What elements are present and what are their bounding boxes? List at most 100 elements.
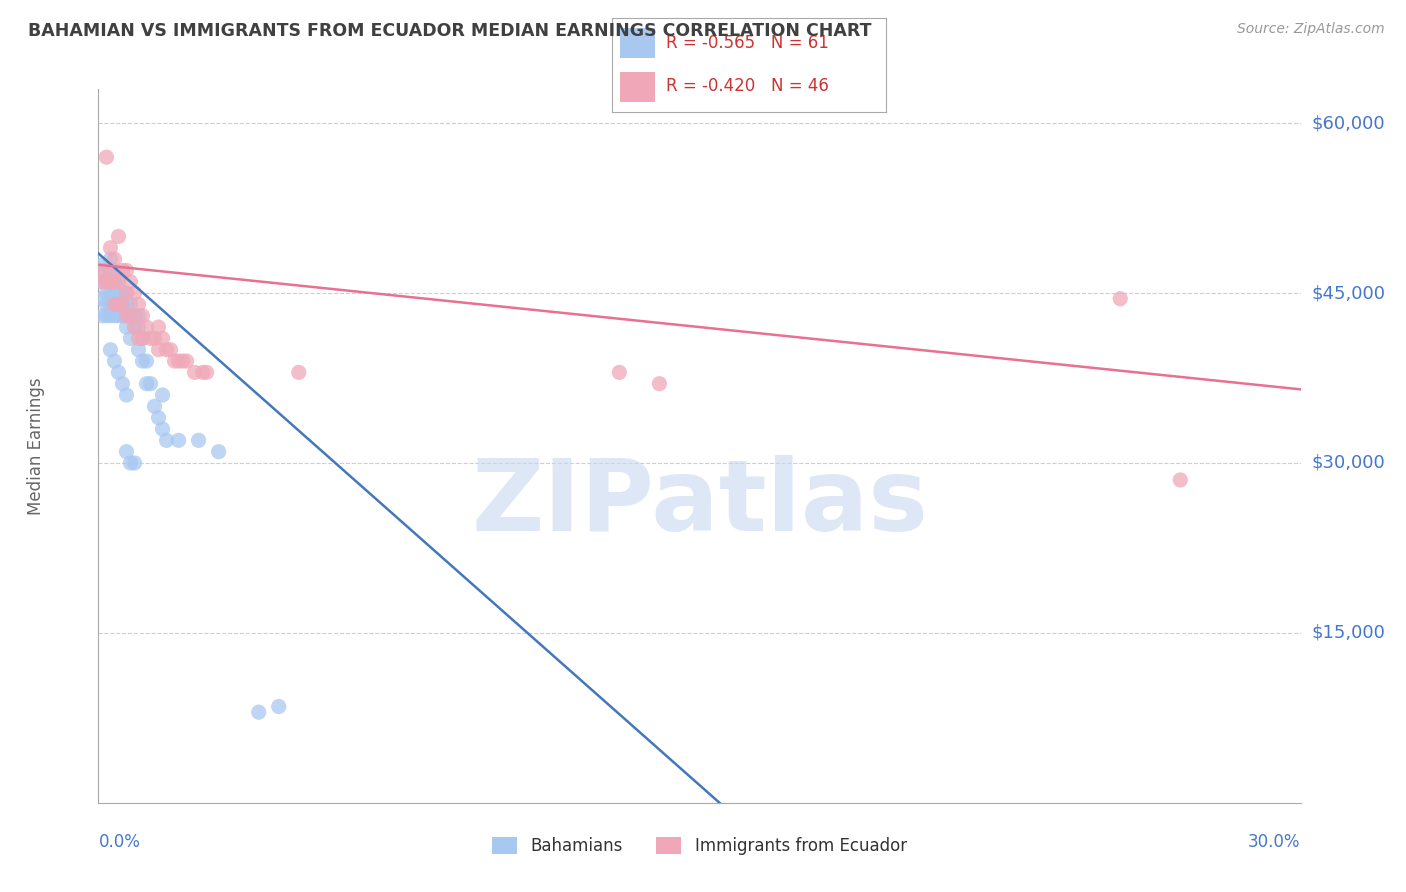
Point: [115, 320, 138, 334]
Point: [159, 343, 181, 357]
Text: $15,000: $15,000: [1312, 624, 1385, 642]
Point: [96, 150, 118, 164]
Point: [100, 286, 122, 301]
Point: [115, 286, 138, 301]
Point: [100, 263, 122, 277]
Point: [143, 400, 166, 414]
Point: [91, 292, 114, 306]
Point: [120, 456, 142, 470]
Point: [103, 263, 125, 277]
Point: [128, 331, 150, 345]
Point: [152, 422, 174, 436]
Point: [139, 331, 162, 345]
Point: [91, 275, 114, 289]
Point: [100, 343, 122, 357]
Point: [115, 388, 138, 402]
Point: [124, 320, 146, 334]
Point: [120, 309, 142, 323]
Point: [115, 297, 138, 311]
Point: [183, 365, 205, 379]
Point: [163, 354, 186, 368]
Point: [131, 309, 153, 323]
Text: ZIPatlas: ZIPatlas: [471, 455, 928, 551]
Bar: [620, 29, 655, 58]
Point: [111, 297, 134, 311]
Point: [107, 365, 129, 379]
Point: [100, 297, 122, 311]
Point: [91, 309, 114, 323]
Point: [91, 275, 114, 289]
Point: [96, 263, 118, 277]
Point: [135, 376, 157, 391]
Point: [247, 705, 270, 719]
Text: $45,000: $45,000: [1312, 284, 1386, 302]
Point: [100, 275, 122, 289]
Point: [167, 354, 190, 368]
Point: [155, 343, 177, 357]
Point: [91, 258, 114, 272]
Point: [195, 365, 218, 379]
Bar: [620, 72, 655, 103]
Point: [152, 388, 174, 402]
Point: [103, 286, 125, 301]
Point: [124, 309, 146, 323]
Point: [107, 309, 129, 323]
Text: BAHAMIAN VS IMMIGRANTS FROM ECUADOR MEDIAN EARNINGS CORRELATION CHART: BAHAMIAN VS IMMIGRANTS FROM ECUADOR MEDI…: [28, 22, 872, 40]
Point: [111, 297, 134, 311]
Point: [155, 434, 177, 448]
Point: [111, 309, 134, 323]
Point: [100, 241, 122, 255]
Point: [131, 331, 153, 345]
Point: [103, 309, 125, 323]
Point: [103, 297, 125, 311]
Text: Source: ZipAtlas.com: Source: ZipAtlas.com: [1237, 22, 1385, 37]
Point: [115, 309, 138, 323]
Text: $60,000: $60,000: [1312, 114, 1385, 132]
Point: [128, 320, 150, 334]
Point: [176, 354, 198, 368]
Point: [96, 309, 118, 323]
Point: [96, 275, 118, 289]
Point: [107, 297, 129, 311]
Point: [124, 286, 146, 301]
Point: [120, 331, 142, 345]
Point: [107, 229, 129, 244]
Point: [111, 376, 134, 391]
Point: [148, 410, 170, 425]
Point: [100, 252, 122, 266]
Point: [107, 275, 129, 289]
Point: [139, 376, 162, 391]
Text: R = -0.420   N = 46: R = -0.420 N = 46: [666, 78, 830, 95]
Point: [172, 354, 194, 368]
Point: [91, 263, 114, 277]
Point: [135, 320, 157, 334]
Text: Median Earnings: Median Earnings: [27, 377, 45, 515]
Point: [120, 309, 142, 323]
Point: [648, 376, 671, 391]
Point: [103, 275, 125, 289]
Point: [107, 297, 129, 311]
Point: [124, 456, 146, 470]
Point: [96, 297, 118, 311]
Point: [135, 354, 157, 368]
Point: [609, 365, 631, 379]
Point: [1170, 473, 1192, 487]
Point: [100, 275, 122, 289]
Text: $30,000: $30,000: [1312, 454, 1385, 472]
Point: [131, 331, 153, 345]
Point: [128, 309, 150, 323]
Point: [124, 320, 146, 334]
Point: [115, 286, 138, 301]
Point: [115, 309, 138, 323]
Point: [103, 354, 125, 368]
Point: [100, 309, 122, 323]
Text: R = -0.565   N = 61: R = -0.565 N = 61: [666, 34, 830, 52]
Point: [107, 275, 129, 289]
Point: [120, 275, 142, 289]
Point: [288, 365, 311, 379]
Legend: Bahamians, Immigrants from Ecuador: Bahamians, Immigrants from Ecuador: [492, 837, 907, 855]
Point: [128, 343, 150, 357]
Point: [148, 320, 170, 334]
Point: [208, 444, 231, 458]
Point: [103, 252, 125, 266]
